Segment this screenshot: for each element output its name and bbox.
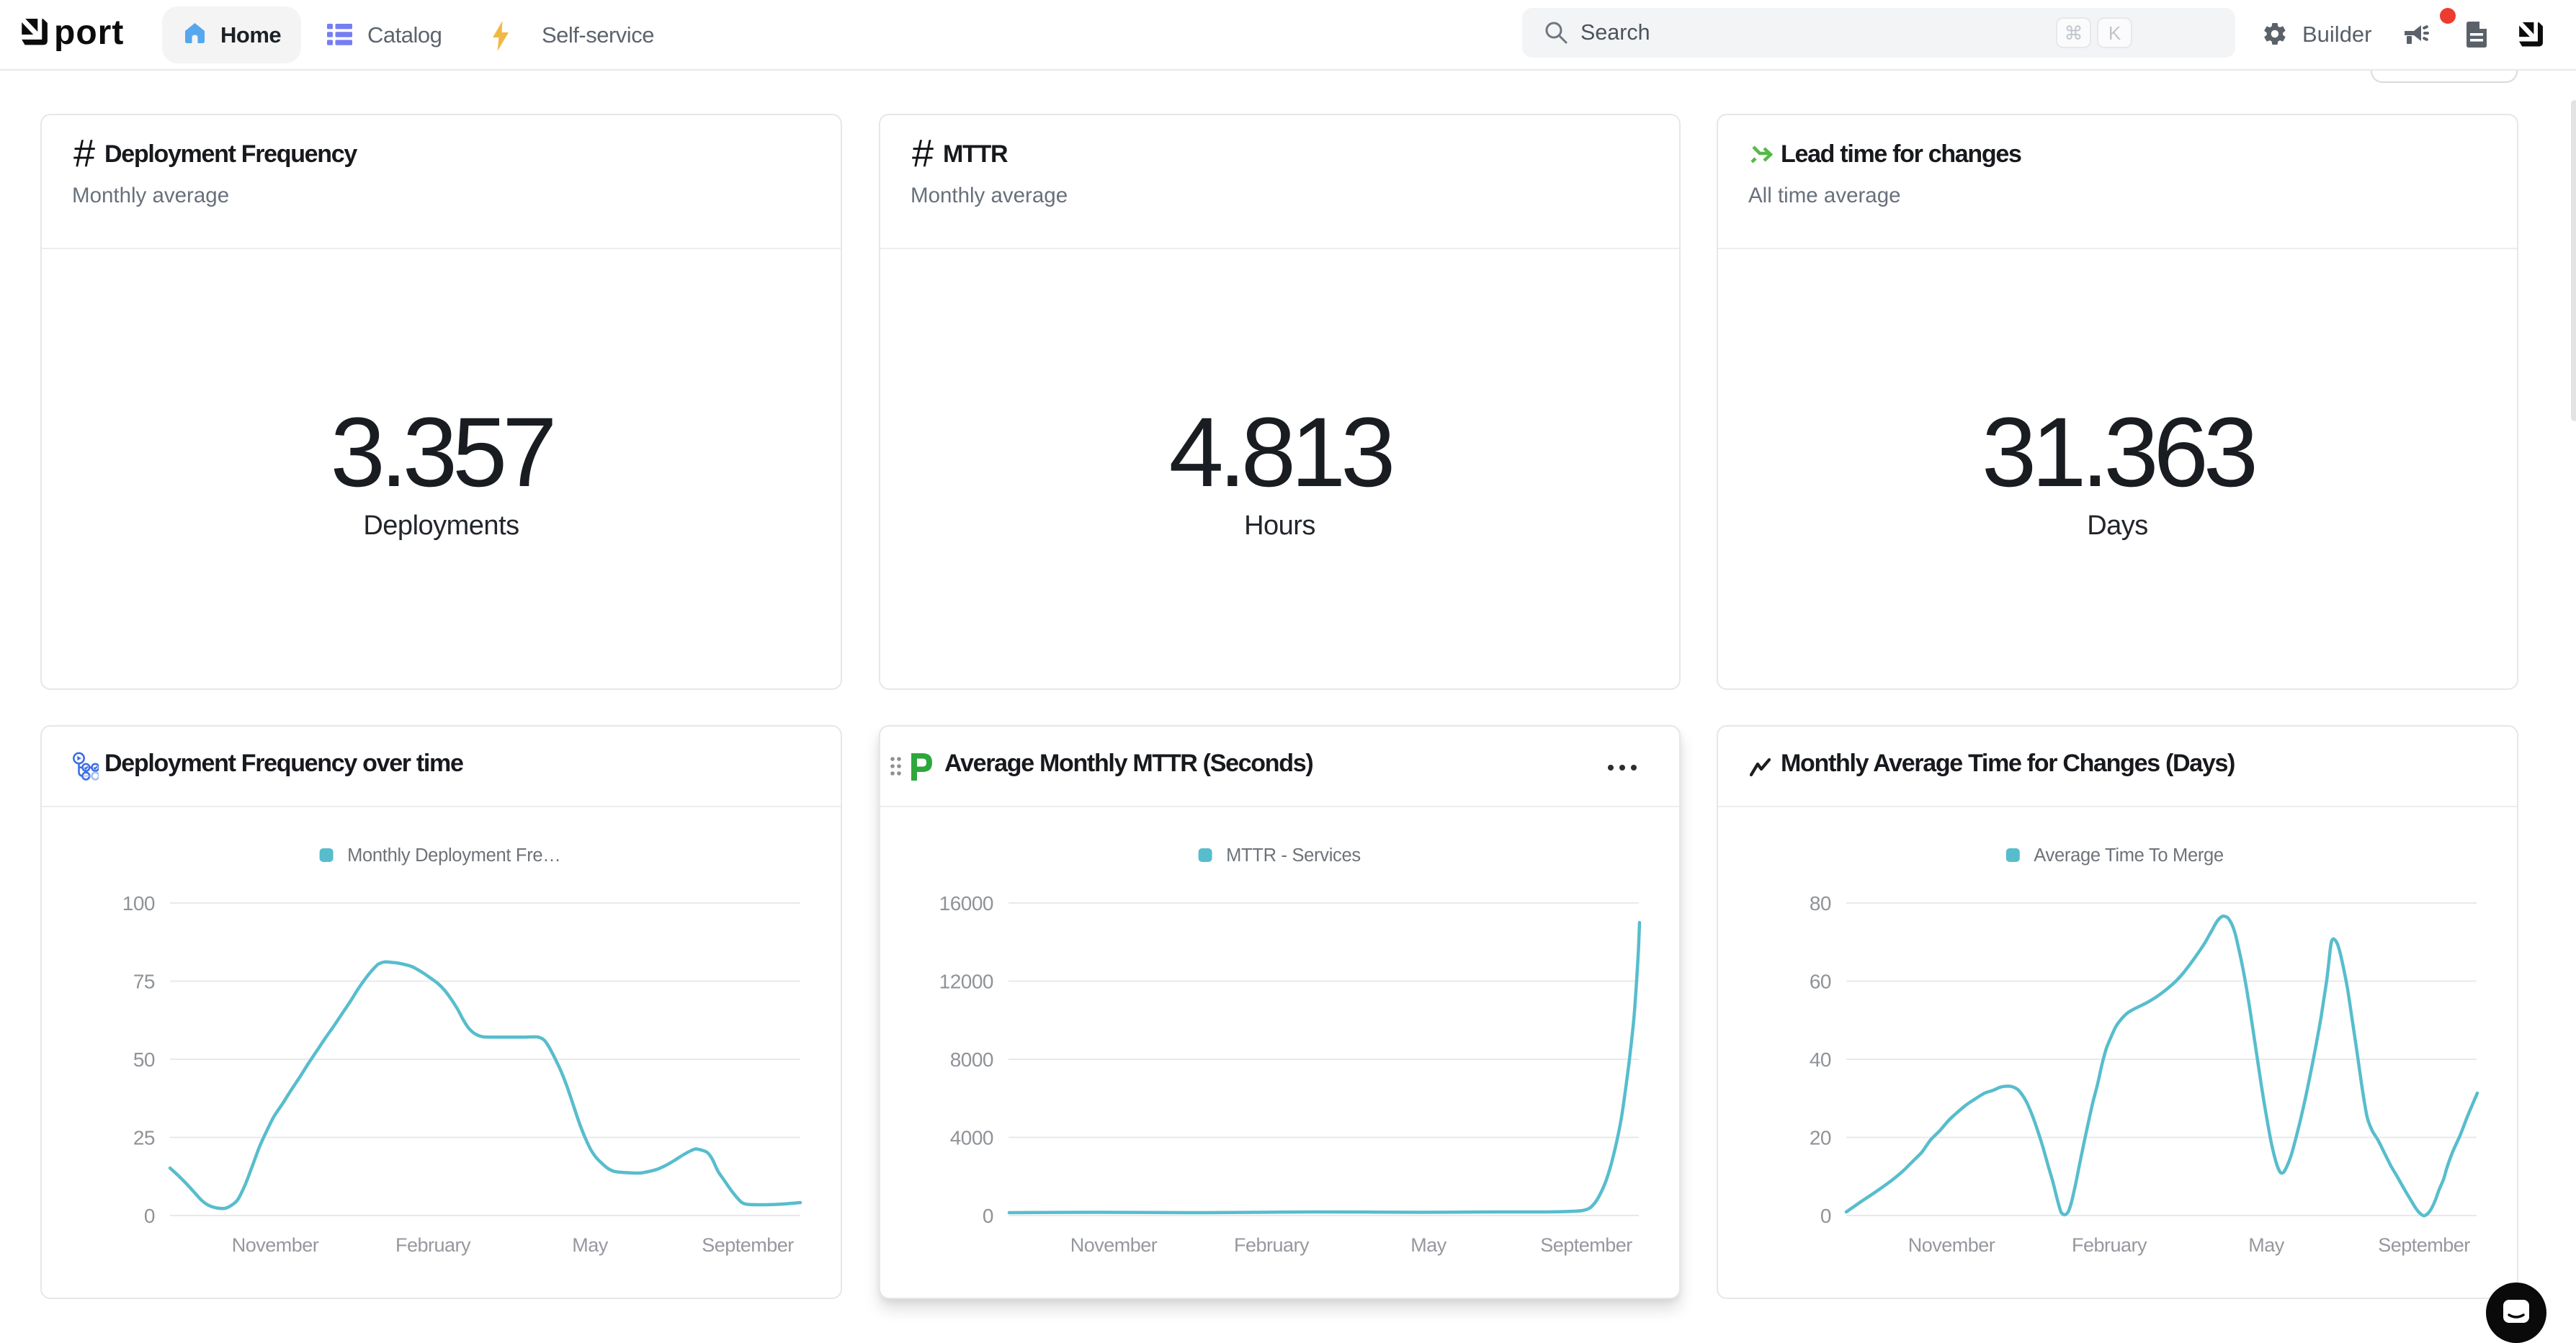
svg-text:February: February (395, 1234, 471, 1256)
svg-text:60: 60 (1810, 971, 1831, 993)
svg-text:November: November (1908, 1234, 1995, 1256)
svg-text:MTTR - Services: MTTR - Services (1226, 845, 1361, 866)
svg-text:Monthly Deployment Fre…: Monthly Deployment Fre… (347, 845, 560, 866)
svg-text:20: 20 (1810, 1127, 1831, 1149)
svg-text:25: 25 (133, 1127, 155, 1149)
svg-text:8000: 8000 (950, 1048, 993, 1071)
svg-text:80: 80 (1810, 892, 1831, 915)
svg-text:0: 0 (1820, 1205, 1831, 1227)
svg-text:75: 75 (133, 971, 155, 993)
svg-text:November: November (232, 1234, 319, 1256)
svg-text:February: February (2072, 1234, 2147, 1256)
svg-text:September: September (702, 1234, 794, 1256)
svg-text:12000: 12000 (939, 971, 993, 993)
svg-text:September: September (1540, 1234, 1632, 1256)
svg-text:May: May (2248, 1234, 2285, 1256)
svg-text:0: 0 (144, 1205, 155, 1227)
svg-text:February: February (1234, 1234, 1310, 1256)
svg-text:0: 0 (983, 1205, 993, 1227)
svg-text:May: May (1410, 1234, 1447, 1256)
svg-text:50: 50 (133, 1048, 155, 1071)
svg-text:May: May (572, 1234, 609, 1256)
svg-text:November: November (1070, 1234, 1158, 1256)
svg-text:September: September (2378, 1234, 2470, 1256)
svg-text:16000: 16000 (939, 892, 993, 915)
svg-text:4000: 4000 (950, 1127, 993, 1149)
svg-text:40: 40 (1810, 1048, 1831, 1071)
svg-text:100: 100 (122, 892, 155, 915)
svg-text:Average Time To Merge: Average Time To Merge (2034, 845, 2224, 866)
